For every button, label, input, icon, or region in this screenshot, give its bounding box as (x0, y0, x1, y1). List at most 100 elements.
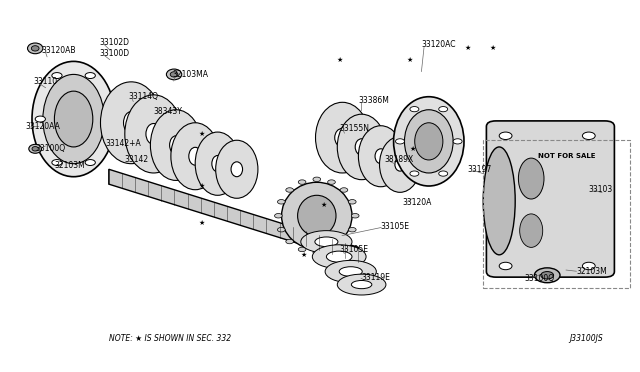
Text: NOTE: ★ IS SHOWN IN SEC. 332: NOTE: ★ IS SHOWN IN SEC. 332 (109, 334, 231, 343)
Ellipse shape (404, 110, 453, 173)
Text: 33197: 33197 (467, 165, 492, 174)
Text: 33155N: 33155N (339, 124, 369, 133)
Text: 33120A: 33120A (402, 198, 431, 207)
Text: NOT FOR SALE: NOT FOR SALE (538, 153, 595, 159)
Ellipse shape (337, 274, 386, 295)
Ellipse shape (316, 102, 369, 173)
Ellipse shape (351, 280, 372, 289)
Circle shape (348, 228, 356, 232)
Text: ★: ★ (336, 57, 342, 62)
Ellipse shape (231, 162, 243, 177)
Ellipse shape (32, 61, 115, 177)
Ellipse shape (100, 82, 162, 164)
Text: 33114Q: 33114Q (128, 92, 158, 101)
Text: 32103MA: 32103MA (173, 70, 209, 79)
Ellipse shape (335, 128, 350, 147)
Circle shape (298, 180, 306, 184)
Ellipse shape (170, 72, 178, 77)
Text: 32103M: 32103M (576, 267, 607, 276)
Text: 33102D: 33102D (99, 38, 129, 47)
Text: 33105E: 33105E (339, 245, 368, 254)
Ellipse shape (301, 231, 352, 253)
Ellipse shape (534, 268, 560, 283)
Text: ★: ★ (198, 131, 205, 137)
Text: 32103M: 32103M (54, 161, 85, 170)
Circle shape (52, 73, 62, 78)
Circle shape (328, 180, 335, 184)
Ellipse shape (43, 74, 104, 164)
Ellipse shape (315, 237, 338, 247)
Text: ★: ★ (320, 202, 326, 208)
Text: ★: ★ (198, 183, 205, 189)
Circle shape (410, 106, 419, 112)
Circle shape (439, 106, 448, 112)
Text: 33105E: 33105E (381, 222, 410, 231)
Circle shape (582, 262, 595, 270)
Polygon shape (109, 169, 358, 262)
Ellipse shape (189, 147, 202, 165)
Text: 33119E: 33119E (362, 273, 390, 282)
Circle shape (85, 160, 95, 166)
Ellipse shape (28, 43, 43, 54)
Text: ★: ★ (406, 57, 413, 62)
Circle shape (340, 239, 348, 244)
Circle shape (410, 171, 419, 176)
Text: 38343Y: 38343Y (154, 107, 182, 116)
Ellipse shape (358, 126, 403, 187)
Ellipse shape (483, 147, 515, 255)
Text: ★: ★ (301, 252, 307, 258)
Ellipse shape (150, 110, 202, 180)
Ellipse shape (355, 139, 368, 155)
Circle shape (286, 239, 294, 244)
Text: ★: ★ (410, 146, 416, 152)
Ellipse shape (146, 124, 161, 144)
Ellipse shape (171, 123, 220, 190)
Ellipse shape (216, 140, 258, 198)
Circle shape (313, 250, 321, 254)
Ellipse shape (54, 91, 93, 147)
Circle shape (340, 188, 348, 192)
Text: 33386M: 33386M (358, 96, 389, 105)
Ellipse shape (375, 149, 387, 164)
Text: 33120AA: 33120AA (26, 122, 60, 131)
Circle shape (582, 132, 595, 140)
Ellipse shape (31, 46, 39, 51)
Ellipse shape (395, 158, 405, 171)
Ellipse shape (337, 114, 386, 180)
Text: 33100Q: 33100Q (35, 144, 65, 153)
Circle shape (351, 214, 359, 218)
Circle shape (275, 214, 282, 218)
Circle shape (102, 116, 112, 122)
Circle shape (499, 262, 512, 270)
Ellipse shape (166, 69, 182, 80)
Text: 33100Q: 33100Q (525, 275, 555, 283)
Ellipse shape (394, 97, 464, 186)
Ellipse shape (195, 132, 240, 195)
Text: 33142: 33142 (125, 155, 149, 164)
Ellipse shape (298, 195, 336, 236)
Text: 33110: 33110 (33, 77, 58, 86)
Ellipse shape (32, 147, 38, 151)
Text: 33142+A: 33142+A (106, 139, 141, 148)
Ellipse shape (415, 123, 443, 160)
Text: 33100D: 33100D (99, 49, 129, 58)
Text: 33103: 33103 (589, 185, 613, 194)
Ellipse shape (325, 260, 376, 283)
Circle shape (396, 139, 404, 144)
Ellipse shape (520, 214, 543, 247)
Ellipse shape (339, 267, 362, 276)
Circle shape (453, 139, 462, 144)
Text: 33120AC: 33120AC (421, 40, 456, 49)
Ellipse shape (124, 112, 139, 134)
Ellipse shape (541, 272, 554, 279)
Ellipse shape (518, 158, 544, 199)
Ellipse shape (282, 182, 352, 249)
Ellipse shape (380, 137, 420, 192)
Circle shape (278, 228, 285, 232)
Circle shape (286, 188, 294, 192)
Circle shape (298, 247, 306, 252)
Text: 33120AB: 33120AB (42, 46, 76, 55)
Ellipse shape (125, 95, 182, 173)
Circle shape (328, 247, 335, 252)
Text: ★: ★ (198, 220, 205, 226)
